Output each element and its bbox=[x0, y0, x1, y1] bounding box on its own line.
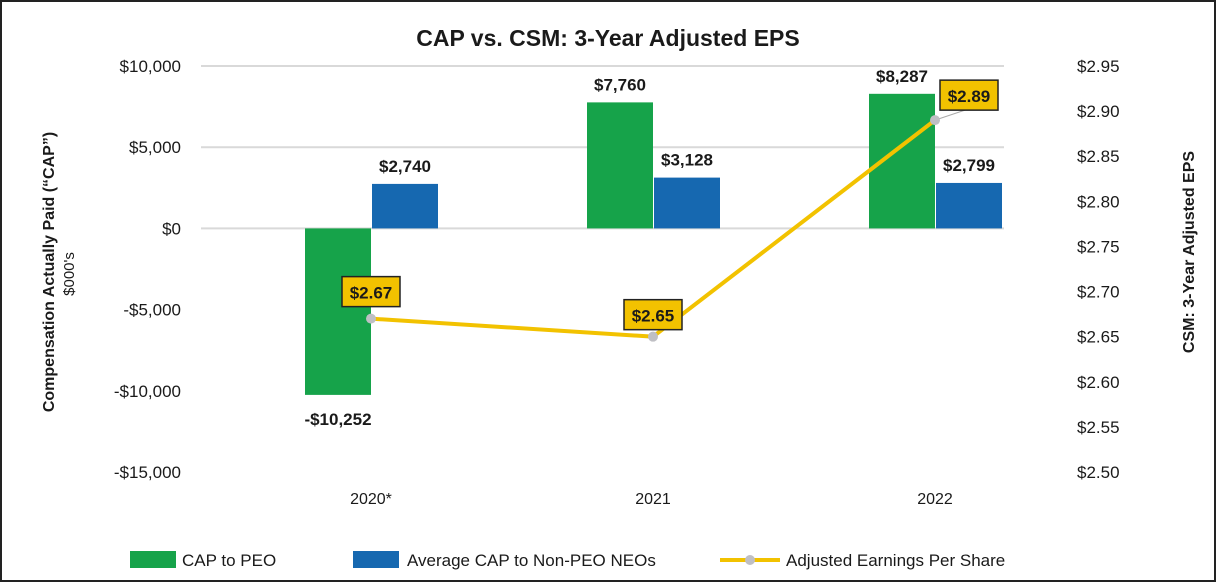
y-tick-label: -$15,000 bbox=[114, 463, 181, 482]
eps-data-label: $2.67 bbox=[350, 284, 393, 303]
data-label: $3,128 bbox=[661, 151, 713, 170]
eps-marker bbox=[648, 331, 658, 342]
legend-label: CAP to PEO bbox=[182, 551, 276, 570]
y-tick-label: $10,000 bbox=[120, 57, 181, 76]
eps-marker bbox=[930, 115, 940, 126]
y2-tick-label: $2.65 bbox=[1077, 328, 1120, 347]
chart-title: CAP vs. CSM: 3-Year Adjusted EPS bbox=[416, 25, 799, 51]
y-axis-unit-label: $000's bbox=[61, 252, 78, 296]
y2-tick-label: $2.70 bbox=[1077, 283, 1120, 302]
x-tick-label: 2021 bbox=[635, 491, 671, 508]
bar-cap-peo bbox=[587, 102, 653, 229]
y2-tick-label: $2.95 bbox=[1077, 57, 1120, 76]
eps-data-label: $2.89 bbox=[948, 87, 991, 106]
y2-tick-label: $2.90 bbox=[1077, 102, 1120, 121]
y2-tick-label: $2.50 bbox=[1077, 463, 1120, 482]
bar-cap-peo bbox=[305, 228, 371, 395]
leader-line bbox=[934, 109, 966, 121]
data-label: $2,799 bbox=[943, 156, 995, 175]
y2-tick-label: $2.75 bbox=[1077, 237, 1120, 256]
eps-marker bbox=[366, 313, 376, 324]
y-axis-label: Compensation Actually Paid (“CAP”) bbox=[41, 132, 58, 412]
bar-cap-neo bbox=[936, 182, 1002, 229]
eps-label-box bbox=[623, 298, 683, 331]
y2-tick-label: $2.80 bbox=[1077, 192, 1120, 211]
y-tick-label: -$10,000 bbox=[114, 382, 181, 401]
y2-tick-label: $2.85 bbox=[1077, 147, 1120, 166]
x-tick-label: 2022 bbox=[917, 491, 953, 508]
y-tick-label: $5,000 bbox=[129, 138, 181, 157]
data-label: -$10,252 bbox=[304, 410, 371, 429]
data-label: $7,760 bbox=[594, 75, 646, 94]
y2-axis-label: CSM: 3-Year Adjusted EPS bbox=[1181, 151, 1198, 353]
y2-tick-label: $2.60 bbox=[1077, 373, 1120, 392]
eps-data-label: $2.65 bbox=[632, 307, 675, 326]
data-label: $8,287 bbox=[876, 67, 928, 86]
y-tick-label: -$5,000 bbox=[123, 301, 181, 320]
legend-label: Adjusted Earnings Per Share bbox=[786, 551, 1005, 570]
y-tick-label: $0 bbox=[162, 219, 181, 238]
legend-swatch-cap-peo bbox=[130, 551, 176, 568]
legend-swatch-cap-neo bbox=[353, 551, 399, 568]
y2-tick-label: $2.55 bbox=[1077, 418, 1120, 437]
eps-label-box bbox=[939, 79, 999, 111]
bar-cap-neo bbox=[372, 183, 438, 229]
eps-label-box bbox=[341, 275, 401, 308]
data-label: $2,740 bbox=[379, 157, 431, 176]
bar-cap-neo bbox=[654, 177, 720, 229]
legend-marker-eps bbox=[745, 555, 755, 565]
x-tick-label: 2020* bbox=[350, 491, 392, 508]
legend-label: Average CAP to Non-PEO NEOs bbox=[407, 551, 656, 570]
